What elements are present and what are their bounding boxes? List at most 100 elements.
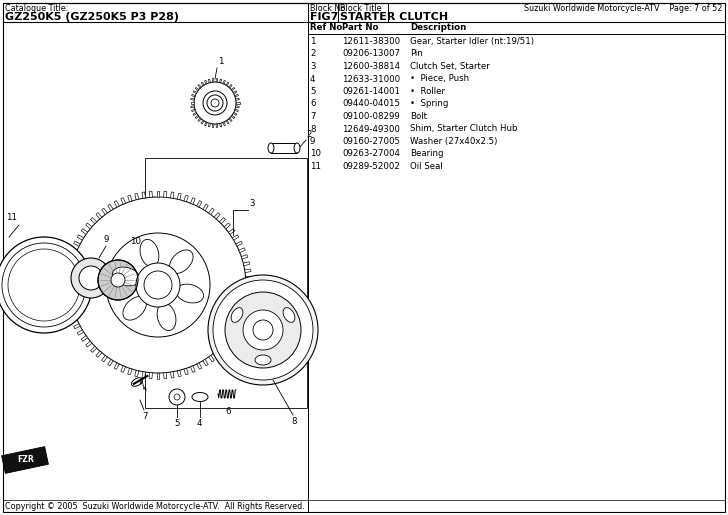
Polygon shape — [157, 191, 159, 197]
Polygon shape — [205, 122, 207, 126]
Polygon shape — [213, 124, 214, 128]
Circle shape — [106, 233, 210, 337]
Text: 7: 7 — [310, 112, 315, 121]
Text: Bolt: Bolt — [410, 112, 427, 121]
Text: Copyright © 2005  Suzuki Worldwide Motorcycle-ATV.  All Rights Reserved.: Copyright © 2005 Suzuki Worldwide Motorc… — [5, 502, 305, 511]
Polygon shape — [102, 355, 107, 362]
Polygon shape — [209, 208, 214, 215]
Text: 12649-49300: 12649-49300 — [342, 125, 400, 133]
Polygon shape — [195, 115, 199, 118]
Polygon shape — [241, 311, 248, 315]
Polygon shape — [219, 218, 226, 224]
Text: 12633-31000: 12633-31000 — [342, 75, 400, 83]
Ellipse shape — [268, 143, 274, 153]
Polygon shape — [201, 82, 204, 86]
Text: Description: Description — [410, 23, 466, 32]
Text: 9: 9 — [103, 235, 108, 244]
Text: 8: 8 — [291, 417, 296, 426]
Text: Block Title: Block Title — [340, 4, 381, 13]
Circle shape — [79, 266, 103, 290]
Text: 1: 1 — [310, 37, 315, 46]
Text: 6: 6 — [225, 407, 231, 416]
Polygon shape — [236, 324, 242, 329]
Polygon shape — [90, 346, 97, 352]
Text: 4: 4 — [197, 419, 202, 428]
Polygon shape — [96, 351, 102, 357]
Polygon shape — [86, 341, 92, 347]
Polygon shape — [197, 201, 202, 207]
Polygon shape — [234, 109, 238, 112]
Polygon shape — [214, 213, 220, 219]
Ellipse shape — [283, 307, 295, 322]
Polygon shape — [239, 317, 245, 322]
Polygon shape — [233, 91, 237, 94]
Text: Suzuki Worldwide Motorcycle-ATV    Page: 7 of 52: Suzuki Worldwide Motorcycle-ATV Page: 7 … — [523, 4, 722, 13]
Text: Shim, Starter Clutch Hub: Shim, Starter Clutch Hub — [410, 125, 518, 133]
Text: Pin: Pin — [410, 49, 423, 59]
Circle shape — [243, 310, 283, 350]
Polygon shape — [229, 229, 235, 234]
Text: •  Roller: • Roller — [410, 87, 445, 96]
Text: 09261-14001: 09261-14001 — [342, 87, 400, 96]
Text: Oil Seal: Oil Seal — [410, 162, 443, 171]
Circle shape — [2, 243, 86, 327]
Circle shape — [203, 91, 227, 115]
Circle shape — [98, 260, 138, 300]
Circle shape — [208, 275, 318, 385]
Text: 09263-27004: 09263-27004 — [342, 149, 400, 159]
Circle shape — [207, 95, 223, 111]
Polygon shape — [157, 373, 159, 379]
Polygon shape — [68, 311, 75, 315]
Text: Catalogue Title:: Catalogue Title: — [5, 4, 68, 13]
Polygon shape — [184, 368, 189, 375]
Polygon shape — [66, 304, 73, 308]
Ellipse shape — [255, 355, 271, 365]
Polygon shape — [142, 192, 146, 198]
Polygon shape — [229, 336, 235, 341]
Circle shape — [70, 197, 246, 373]
Polygon shape — [198, 84, 201, 88]
Text: 09160-27005: 09160-27005 — [342, 137, 400, 146]
Text: FIG7: FIG7 — [310, 12, 339, 22]
Polygon shape — [232, 235, 239, 240]
Text: 09206-13007: 09206-13007 — [342, 49, 400, 59]
Circle shape — [71, 258, 111, 298]
Polygon shape — [149, 191, 152, 197]
Text: Part No: Part No — [342, 23, 379, 32]
Polygon shape — [66, 262, 73, 266]
Text: 3: 3 — [310, 62, 315, 71]
Polygon shape — [236, 106, 240, 108]
Polygon shape — [149, 373, 152, 379]
Polygon shape — [224, 341, 230, 347]
Polygon shape — [108, 359, 113, 366]
Polygon shape — [195, 88, 199, 91]
Ellipse shape — [176, 284, 204, 303]
Polygon shape — [219, 346, 226, 352]
Text: Ref No: Ref No — [310, 23, 342, 32]
Polygon shape — [229, 84, 232, 88]
Text: 2: 2 — [310, 49, 315, 59]
Polygon shape — [177, 193, 181, 200]
Polygon shape — [96, 213, 102, 219]
Polygon shape — [127, 195, 132, 202]
Polygon shape — [245, 269, 251, 272]
Polygon shape — [82, 336, 87, 341]
Polygon shape — [121, 366, 125, 372]
Polygon shape — [74, 241, 80, 246]
Polygon shape — [71, 248, 77, 252]
Polygon shape — [243, 262, 250, 266]
Polygon shape — [191, 98, 194, 100]
Polygon shape — [135, 193, 139, 200]
Text: 6: 6 — [310, 99, 315, 109]
Polygon shape — [102, 208, 107, 215]
Text: 5: 5 — [174, 419, 180, 428]
Polygon shape — [142, 372, 146, 378]
Polygon shape — [64, 284, 70, 286]
Polygon shape — [223, 80, 226, 84]
Ellipse shape — [231, 307, 243, 322]
Polygon shape — [191, 366, 195, 372]
Text: Washer (27x40x2.5): Washer (27x40x2.5) — [410, 137, 497, 146]
Polygon shape — [243, 304, 250, 308]
Polygon shape — [236, 98, 240, 100]
Polygon shape — [226, 120, 229, 124]
